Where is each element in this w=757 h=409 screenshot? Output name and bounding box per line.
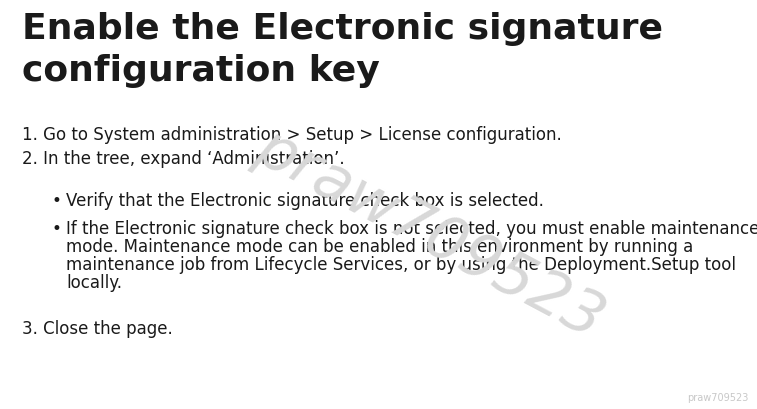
Text: 3. Close the page.: 3. Close the page. <box>22 320 173 338</box>
Text: praw709523: praw709523 <box>246 118 614 351</box>
Text: •: • <box>52 192 62 210</box>
Text: mode. Maintenance mode can be enabled in this environment by running a: mode. Maintenance mode can be enabled in… <box>66 238 693 256</box>
Text: maintenance job from Lifecycle Services, or by using the Deployment.Setup tool: maintenance job from Lifecycle Services,… <box>66 256 736 274</box>
Text: 2. In the tree, expand ‘Administration’.: 2. In the tree, expand ‘Administration’. <box>22 150 344 168</box>
Text: If the Electronic signature check box is not selected, you must enable maintenan: If the Electronic signature check box is… <box>66 220 757 238</box>
Text: Verify that the Electronic signature check box is selected.: Verify that the Electronic signature che… <box>66 192 544 210</box>
Text: praw709523: praw709523 <box>687 393 748 403</box>
Text: 1. Go to System administration > Setup > License configuration.: 1. Go to System administration > Setup >… <box>22 126 562 144</box>
Text: •: • <box>52 220 62 238</box>
Text: locally.: locally. <box>66 274 122 292</box>
Text: configuration key: configuration key <box>22 54 380 88</box>
Text: Enable the Electronic signature: Enable the Electronic signature <box>22 12 663 46</box>
